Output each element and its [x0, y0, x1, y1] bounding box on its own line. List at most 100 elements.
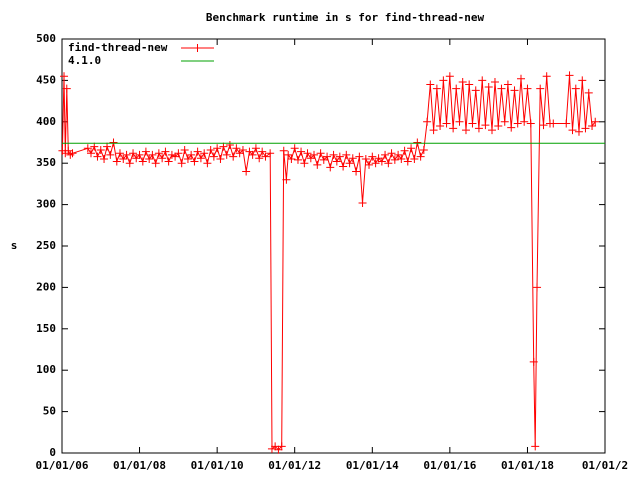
data-point: [284, 150, 293, 159]
data-point: [516, 74, 525, 83]
data-point: [200, 149, 209, 158]
data-point: [229, 152, 238, 161]
chart-title: Benchmark runtime in s for find-thread-n…: [206, 11, 485, 24]
y-tick-label: 200: [36, 280, 56, 293]
data-point: [180, 145, 189, 154]
data-point: [445, 72, 454, 81]
data-point: [125, 159, 134, 168]
data-point: [461, 126, 470, 135]
data-point: [213, 144, 222, 153]
data-point: [62, 84, 71, 93]
data-point: [323, 152, 332, 161]
data-point: [348, 154, 357, 163]
data-point: [513, 119, 522, 128]
data-point: [151, 159, 160, 168]
data-point: [335, 152, 344, 161]
data-point: [400, 146, 409, 155]
data-point: [225, 140, 234, 149]
data-point: [251, 144, 260, 153]
legend-label: 4.1.0: [68, 54, 101, 67]
data-point: [390, 155, 399, 164]
data-point: [465, 80, 474, 89]
x-tick-label: 01/01/16: [423, 459, 476, 472]
data-point: [500, 117, 509, 126]
data-point: [122, 150, 131, 159]
data-point: [316, 149, 325, 158]
data-point: [129, 149, 138, 158]
data-point: [345, 159, 354, 168]
data-point: [384, 159, 393, 168]
data-point: [177, 159, 186, 168]
x-tick-label: 01/01/10: [191, 459, 244, 472]
data-point: [358, 198, 367, 207]
data-point: [245, 147, 254, 156]
data-point: [306, 154, 315, 163]
data-point: [432, 84, 441, 93]
data-point: [190, 157, 199, 166]
series-line: [61, 75, 596, 451]
data-point: [468, 119, 477, 128]
data-point: [266, 149, 275, 158]
data-point: [303, 149, 312, 158]
x-tick-label: 01/01/12: [268, 459, 321, 472]
y-tick-label: 400: [36, 115, 56, 128]
data-point: [158, 154, 167, 163]
data-point: [329, 150, 338, 159]
y-tick-label: 250: [36, 239, 56, 252]
y-tick-label: 300: [36, 198, 56, 211]
data-point: [187, 150, 196, 159]
data-point: [232, 144, 241, 153]
legend-marker: [193, 44, 202, 52]
data-point: [458, 78, 467, 87]
data-point: [119, 155, 128, 164]
data-point: [523, 84, 532, 93]
data-point: [481, 121, 490, 130]
data-point: [520, 117, 529, 126]
data-point: [494, 121, 503, 130]
y-tick-label: 150: [36, 322, 56, 335]
data-point: [571, 84, 580, 93]
data-point: [371, 159, 380, 168]
data-point: [145, 155, 154, 164]
data-point: [568, 126, 577, 135]
data-point: [282, 175, 291, 184]
data-point: [484, 83, 493, 92]
data-point: [258, 147, 267, 156]
data-point: [206, 145, 215, 154]
data-point: [90, 142, 99, 151]
data-point: [442, 119, 451, 128]
data-point: [238, 145, 247, 154]
y-tick-label: 500: [36, 32, 56, 45]
data-point: [529, 357, 538, 366]
data-point: [574, 127, 583, 136]
data-point: [562, 119, 571, 128]
data-point: [549, 119, 558, 128]
data-point: [106, 150, 115, 159]
y-tick-label: 350: [36, 156, 56, 169]
data-point: [374, 154, 383, 163]
data-point: [209, 152, 218, 161]
data-point: [578, 76, 587, 85]
data-point: [297, 147, 306, 156]
data-point: [439, 76, 448, 85]
data-point: [279, 146, 288, 155]
data-point: [588, 121, 597, 130]
data-point: [488, 126, 497, 135]
data-point: [135, 150, 144, 159]
data-point: [167, 150, 176, 159]
data-point: [355, 152, 364, 161]
data-point: [193, 147, 202, 156]
data-point: [490, 78, 499, 87]
data-point: [96, 145, 105, 154]
data-point: [368, 152, 377, 161]
data-point: [381, 150, 390, 159]
data-point: [148, 150, 157, 159]
data-point: [426, 80, 435, 89]
data-point: [255, 154, 264, 163]
data-point: [93, 152, 102, 161]
data-point: [510, 86, 519, 95]
data-point: [138, 157, 147, 166]
x-tick-label: 01/01/14: [346, 459, 399, 472]
